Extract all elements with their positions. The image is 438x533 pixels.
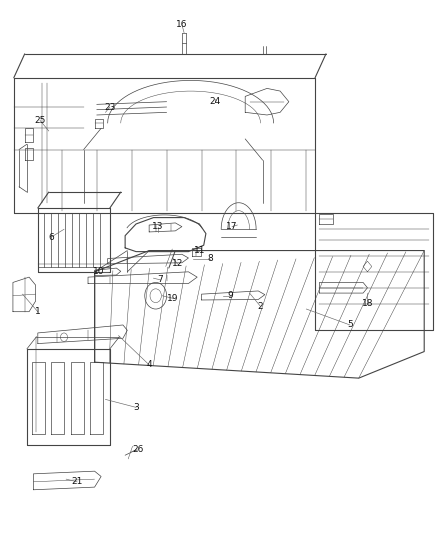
Text: 25: 25 bbox=[34, 116, 46, 125]
Text: 1: 1 bbox=[35, 307, 41, 316]
Text: 18: 18 bbox=[362, 299, 373, 308]
Text: 11: 11 bbox=[194, 246, 205, 255]
Text: 6: 6 bbox=[48, 233, 54, 242]
Text: 9: 9 bbox=[227, 291, 233, 300]
Text: 21: 21 bbox=[71, 478, 83, 486]
Text: 2: 2 bbox=[258, 302, 263, 311]
Text: 7: 7 bbox=[157, 275, 163, 284]
Text: 8: 8 bbox=[207, 254, 213, 263]
Text: 5: 5 bbox=[347, 320, 353, 329]
Text: 23: 23 bbox=[104, 102, 116, 111]
Text: 17: 17 bbox=[226, 222, 238, 231]
Text: 10: 10 bbox=[93, 268, 105, 276]
Text: 13: 13 bbox=[152, 222, 164, 231]
Text: 26: 26 bbox=[133, 446, 144, 455]
Text: 4: 4 bbox=[146, 360, 152, 369]
Text: 12: 12 bbox=[172, 260, 183, 268]
Text: 24: 24 bbox=[209, 97, 220, 106]
Text: 19: 19 bbox=[167, 294, 179, 303]
Text: 16: 16 bbox=[176, 20, 187, 29]
Text: 3: 3 bbox=[133, 403, 139, 412]
